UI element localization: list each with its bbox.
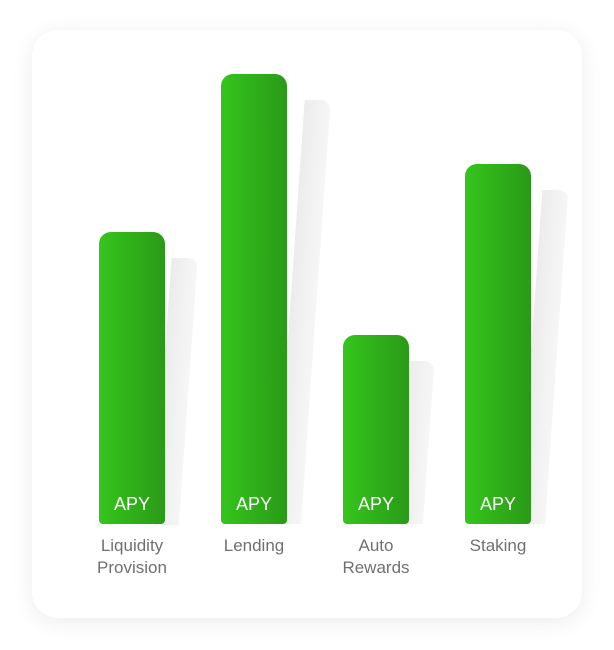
bar: APY xyxy=(465,164,531,524)
bar-label: APY xyxy=(113,494,151,514)
x-tick-label: Liquidity Provision xyxy=(97,536,167,577)
bar-label: APY xyxy=(479,494,517,514)
bar: APY xyxy=(221,74,287,524)
x-tick-label: Staking xyxy=(469,536,527,555)
bar: APY xyxy=(343,335,409,524)
x-tick-label: Lending xyxy=(223,536,285,555)
bar-label: APY xyxy=(235,494,273,514)
x-tick-label: Auto Rewards xyxy=(342,536,410,577)
bar-label: APY xyxy=(357,494,395,514)
bar: APY xyxy=(99,231,165,524)
